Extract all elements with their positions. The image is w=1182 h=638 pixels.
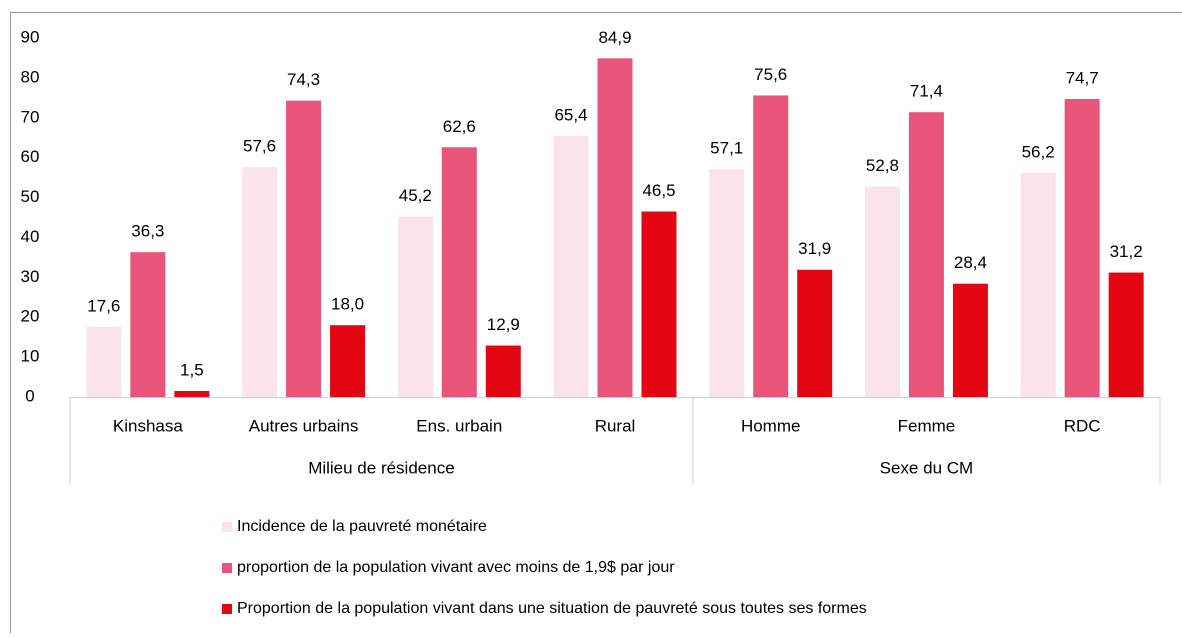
- bar: [86, 327, 121, 397]
- value-label: 62,6: [443, 117, 476, 136]
- value-label: 74,7: [1066, 69, 1099, 88]
- value-label: 57,1: [710, 139, 743, 158]
- group-label: Sexe du CM: [880, 458, 974, 477]
- x-tick-label: Autres urbains: [249, 416, 359, 435]
- y-tick-label: 40: [21, 227, 40, 246]
- value-label: 31,9: [798, 239, 831, 258]
- bar: [642, 212, 677, 397]
- bar: [174, 391, 209, 397]
- bar: [486, 346, 521, 397]
- value-label: 75,6: [754, 65, 787, 84]
- chart-frame: [11, 13, 1182, 634]
- bar: [1109, 273, 1144, 397]
- y-tick-label: 50: [21, 187, 40, 206]
- bar: [953, 284, 988, 397]
- bar: [753, 95, 788, 397]
- legend-swatch: [222, 522, 232, 532]
- bar: [709, 169, 744, 397]
- bar: [909, 112, 944, 397]
- y-tick-label: 90: [21, 27, 40, 46]
- y-tick-label: 70: [21, 107, 40, 126]
- bar: [242, 167, 277, 397]
- legend-label: Incidence de la pauvreté monétaire: [237, 518, 487, 535]
- y-tick-label: 10: [21, 347, 40, 366]
- legend-swatch: [222, 563, 232, 573]
- value-label: 45,2: [399, 186, 432, 205]
- x-tick-label: RDC: [1064, 416, 1101, 435]
- value-label: 36,3: [131, 222, 164, 241]
- bar: [1065, 99, 1100, 397]
- y-tick-label: 20: [21, 307, 40, 326]
- x-tick-label: Femme: [898, 416, 956, 435]
- value-label: 71,4: [910, 82, 943, 101]
- bar: [1021, 173, 1056, 397]
- legend-swatch: [222, 604, 232, 614]
- group-label: Milieu de résidence: [308, 458, 454, 477]
- bar: [442, 147, 477, 397]
- legend-label: Proportion de la population vivant dans …: [237, 600, 867, 617]
- x-tick-label: Rural: [595, 416, 636, 435]
- x-tick-label: Homme: [741, 416, 801, 435]
- bar: [865, 186, 900, 397]
- value-label: 12,9: [487, 315, 520, 334]
- y-tick-label: 80: [21, 67, 40, 86]
- bar: [286, 101, 321, 397]
- x-tick-label: Kinshasa: [113, 416, 183, 435]
- y-tick-label: 0: [25, 386, 34, 405]
- value-label: 84,9: [598, 28, 631, 47]
- value-label: 31,2: [1110, 242, 1143, 261]
- value-label: 28,4: [954, 253, 987, 272]
- legend-label: proportion de la population vivant avec …: [237, 559, 675, 576]
- value-label: 18,0: [331, 295, 364, 314]
- value-label: 74,3: [287, 70, 320, 89]
- bar: [330, 325, 365, 397]
- value-label: 17,6: [87, 296, 120, 315]
- value-label: 56,2: [1022, 142, 1055, 161]
- bar: [130, 252, 165, 397]
- value-label: 65,4: [554, 106, 587, 125]
- bar: [797, 270, 832, 397]
- bar: [598, 58, 633, 397]
- bar: [398, 217, 433, 397]
- bar: [554, 136, 589, 397]
- value-label: 57,6: [243, 137, 276, 156]
- value-label: 1,5: [180, 361, 204, 380]
- y-tick-label: 60: [21, 147, 40, 166]
- value-label: 52,8: [866, 156, 899, 175]
- value-label: 46,5: [642, 181, 675, 200]
- x-tick-label: Ens. urbain: [416, 416, 502, 435]
- y-tick-label: 30: [21, 267, 40, 286]
